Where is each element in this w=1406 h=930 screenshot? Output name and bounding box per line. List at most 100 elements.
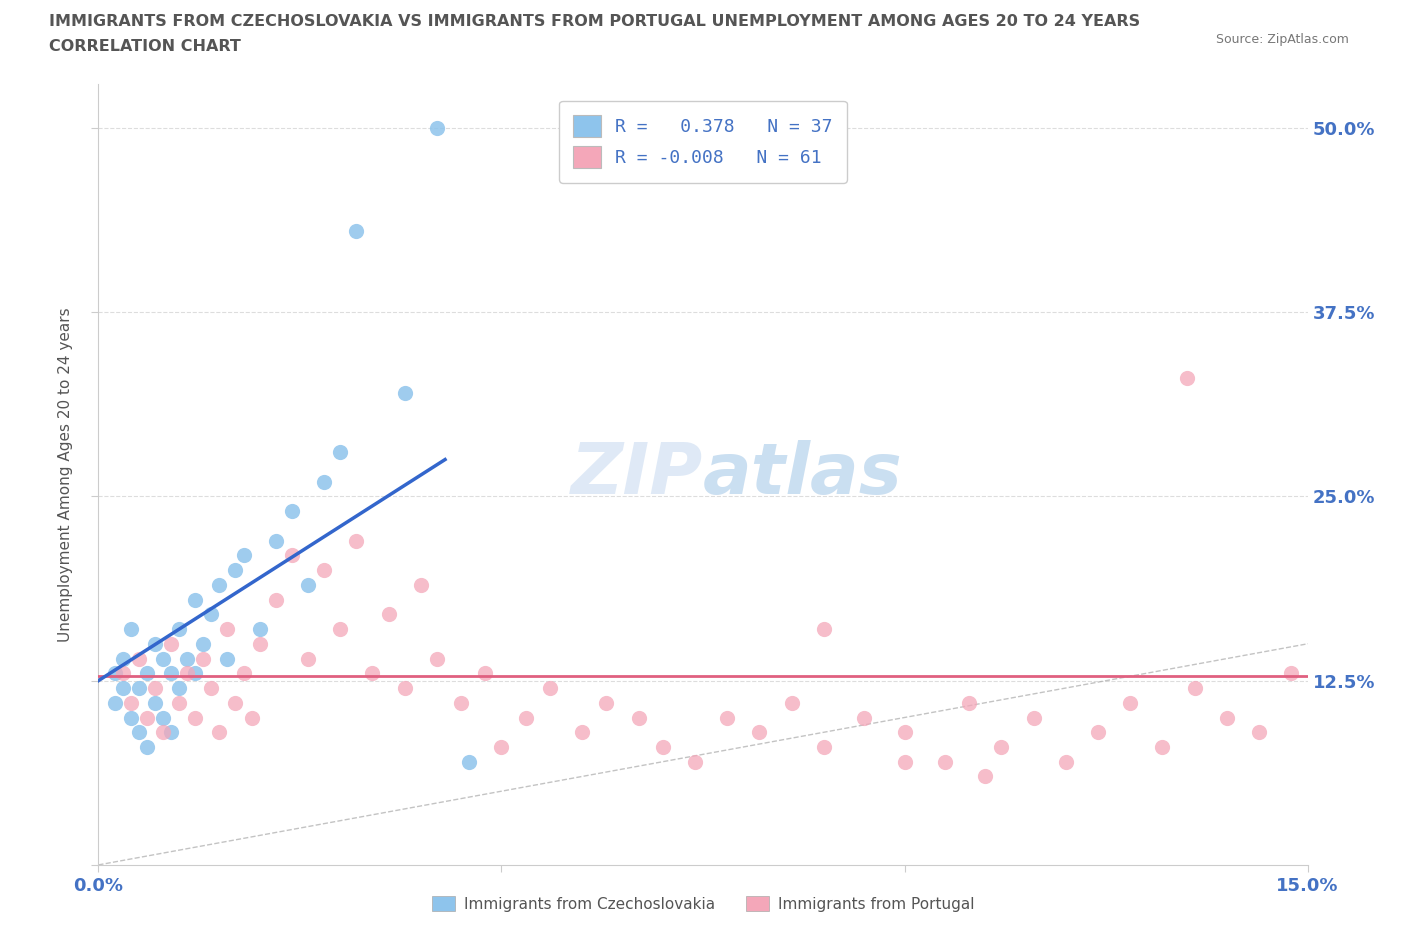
Point bbox=[515, 711, 537, 725]
Point bbox=[160, 636, 183, 651]
Point bbox=[748, 724, 770, 739]
Point bbox=[184, 592, 207, 607]
Point bbox=[167, 621, 190, 636]
Point bbox=[1054, 754, 1077, 769]
Legend: Immigrants from Czechoslovakia, Immigrants from Portugal: Immigrants from Czechoslovakia, Immigran… bbox=[426, 889, 980, 918]
Point bbox=[176, 651, 198, 666]
Point bbox=[377, 607, 399, 622]
Y-axis label: Unemployment Among Ages 20 to 24 years: Unemployment Among Ages 20 to 24 years bbox=[58, 307, 73, 642]
Point bbox=[450, 696, 472, 711]
Point bbox=[813, 739, 835, 754]
Point bbox=[193, 636, 215, 651]
Point bbox=[853, 711, 876, 725]
Point bbox=[135, 711, 157, 725]
Point bbox=[200, 681, 222, 696]
Point bbox=[224, 563, 246, 578]
Text: IMMIGRANTS FROM CZECHOSLOVAKIA VS IMMIGRANTS FROM PORTUGAL UNEMPLOYMENT AMONG AG: IMMIGRANTS FROM CZECHOSLOVAKIA VS IMMIGR… bbox=[49, 14, 1140, 29]
Point bbox=[143, 636, 166, 651]
Point bbox=[957, 696, 980, 711]
Point bbox=[167, 681, 190, 696]
Point bbox=[329, 621, 352, 636]
Point bbox=[1216, 711, 1239, 725]
Point bbox=[111, 651, 134, 666]
Point bbox=[264, 533, 287, 548]
Point bbox=[683, 754, 706, 769]
Point bbox=[160, 666, 183, 681]
Point bbox=[780, 696, 803, 711]
Point bbox=[232, 666, 254, 681]
Point bbox=[111, 666, 134, 681]
Point bbox=[176, 666, 198, 681]
Point bbox=[249, 636, 271, 651]
Point bbox=[538, 681, 561, 696]
Text: ZIP: ZIP bbox=[571, 440, 703, 509]
Point bbox=[1087, 724, 1109, 739]
Point bbox=[458, 754, 481, 769]
Point bbox=[103, 696, 125, 711]
Point bbox=[1249, 724, 1271, 739]
Point bbox=[281, 548, 304, 563]
Point bbox=[716, 711, 738, 725]
Point bbox=[224, 696, 246, 711]
Point bbox=[394, 386, 416, 401]
Point bbox=[193, 651, 215, 666]
Point bbox=[314, 474, 336, 489]
Point bbox=[152, 651, 174, 666]
Point bbox=[232, 548, 254, 563]
Point bbox=[152, 711, 174, 725]
Point bbox=[344, 533, 367, 548]
Point bbox=[135, 666, 157, 681]
Point bbox=[135, 739, 157, 754]
Point bbox=[281, 504, 304, 519]
Point bbox=[474, 666, 496, 681]
Point bbox=[160, 724, 183, 739]
Point bbox=[1281, 666, 1303, 681]
Point bbox=[627, 711, 650, 725]
Point bbox=[111, 681, 134, 696]
Point bbox=[297, 651, 319, 666]
Point bbox=[264, 592, 287, 607]
Point bbox=[426, 651, 449, 666]
Point bbox=[974, 769, 997, 784]
Point bbox=[893, 754, 915, 769]
Point bbox=[217, 621, 239, 636]
Legend: R =   0.378   N = 37, R = -0.008   N = 61: R = 0.378 N = 37, R = -0.008 N = 61 bbox=[560, 100, 846, 182]
Point bbox=[128, 651, 150, 666]
Point bbox=[344, 223, 367, 238]
Point bbox=[1119, 696, 1142, 711]
Point bbox=[297, 578, 319, 592]
Point bbox=[143, 696, 166, 711]
Point bbox=[990, 739, 1012, 754]
Point bbox=[1184, 681, 1206, 696]
Point bbox=[103, 666, 125, 681]
Point bbox=[651, 739, 673, 754]
Text: CORRELATION CHART: CORRELATION CHART bbox=[49, 39, 240, 54]
Point bbox=[128, 724, 150, 739]
Point bbox=[143, 681, 166, 696]
Point bbox=[595, 696, 617, 711]
Point bbox=[217, 651, 239, 666]
Point bbox=[208, 578, 231, 592]
Point bbox=[361, 666, 384, 681]
Point bbox=[120, 696, 142, 711]
Point bbox=[208, 724, 231, 739]
Point bbox=[893, 724, 915, 739]
Point bbox=[240, 711, 263, 725]
Point bbox=[314, 563, 336, 578]
Point bbox=[184, 666, 207, 681]
Point bbox=[200, 607, 222, 622]
Point bbox=[152, 724, 174, 739]
Point bbox=[249, 621, 271, 636]
Point bbox=[571, 724, 593, 739]
Point bbox=[184, 711, 207, 725]
Point bbox=[409, 578, 432, 592]
Point bbox=[1175, 371, 1198, 386]
Point bbox=[1152, 739, 1174, 754]
Point bbox=[1022, 711, 1045, 725]
Point bbox=[394, 681, 416, 696]
Point bbox=[167, 696, 190, 711]
Point bbox=[426, 121, 449, 136]
Point bbox=[120, 711, 142, 725]
Text: atlas: atlas bbox=[703, 440, 903, 509]
Text: Source: ZipAtlas.com: Source: ZipAtlas.com bbox=[1216, 33, 1350, 46]
